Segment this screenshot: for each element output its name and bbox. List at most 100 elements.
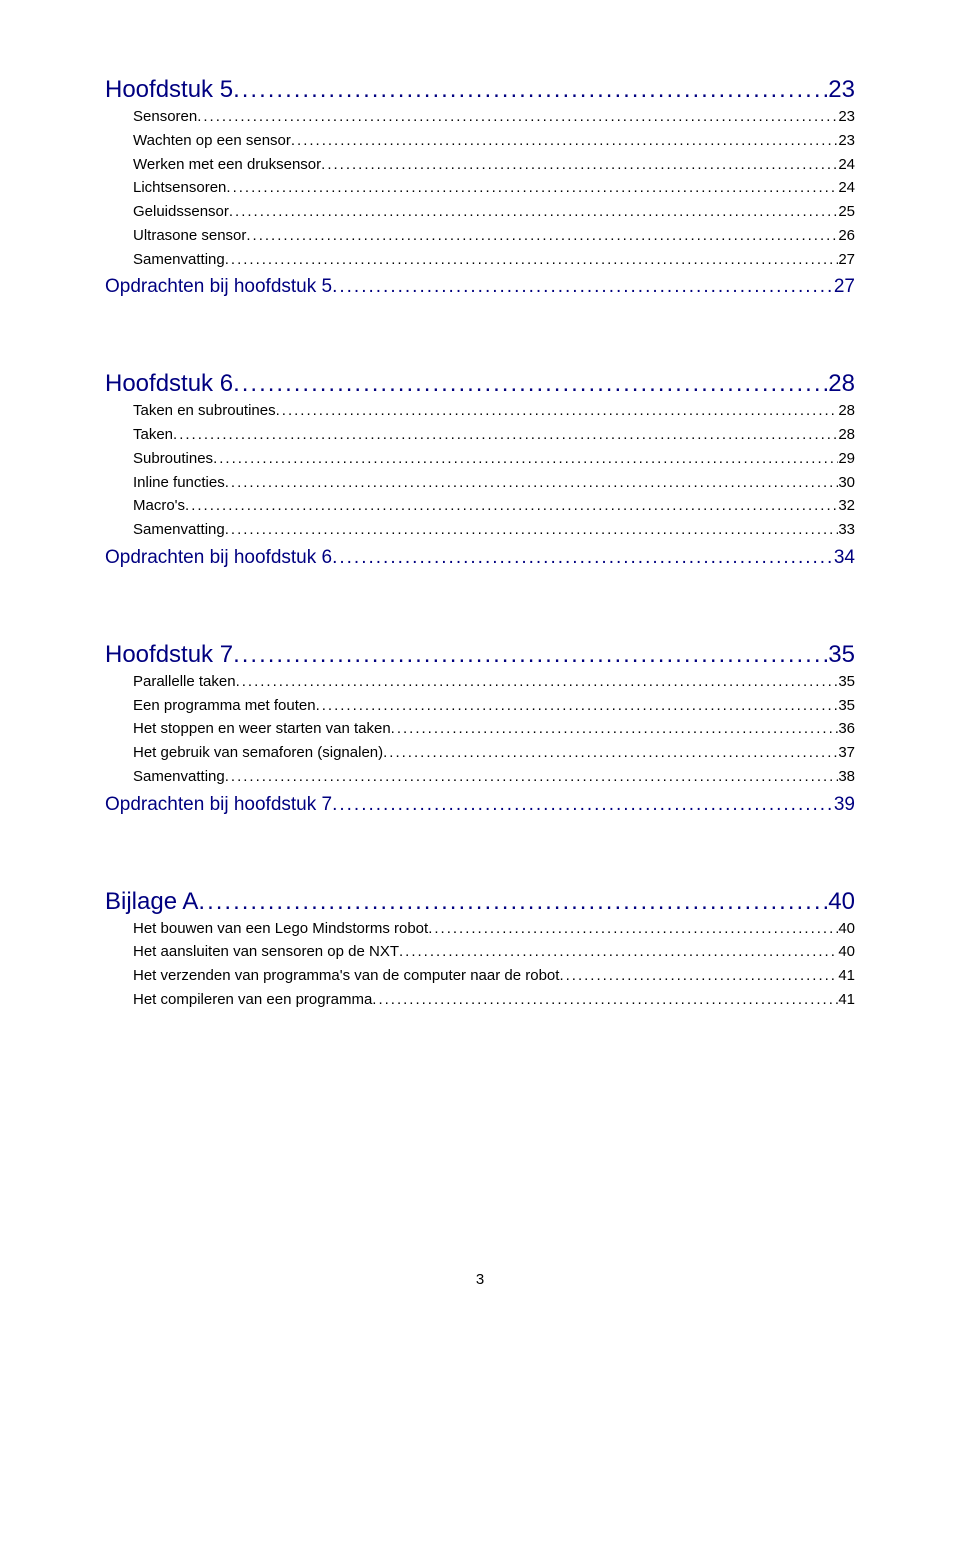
toc-leader bbox=[332, 547, 834, 569]
toc-entry: Taken en subroutines 28 bbox=[133, 400, 855, 422]
section-gap bbox=[105, 820, 855, 862]
toc-entry: Werken met een druksensor24 bbox=[133, 154, 855, 176]
toc-entry: Het stoppen en weer starten van taken36 bbox=[133, 718, 855, 740]
toc-page: 35 bbox=[828, 641, 855, 669]
toc-page: 24 bbox=[838, 177, 855, 199]
toc-entry: Subroutines 29 bbox=[133, 448, 855, 470]
toc-chapter: Opdrachten bij hoofdstuk 7 39 bbox=[105, 794, 855, 816]
toc-page: 32 bbox=[838, 495, 855, 517]
toc-label: Bijlage A bbox=[105, 888, 198, 916]
toc-label: Opdrachten bij hoofdstuk 6 bbox=[105, 547, 332, 569]
toc-label: Hoofdstuk 6 bbox=[105, 370, 233, 398]
toc-entry: Het aansluiten van sensoren op de NXT40 bbox=[133, 941, 855, 963]
toc-leader bbox=[197, 106, 838, 128]
toc-leader bbox=[236, 671, 839, 693]
toc-entry: Het gebruik van semaforen (signalen)37 bbox=[133, 742, 855, 764]
toc-page: 40 bbox=[828, 888, 855, 916]
toc-page: 34 bbox=[834, 547, 855, 569]
section-gap bbox=[105, 573, 855, 615]
page-number: 3 bbox=[476, 1271, 484, 1288]
toc-label: Taken en subroutines bbox=[133, 400, 276, 422]
toc-page: 25 bbox=[838, 201, 855, 223]
toc-leader bbox=[233, 76, 828, 104]
toc-page: 40 bbox=[838, 918, 855, 940]
toc-label: Samenvatting bbox=[133, 249, 225, 271]
toc-leader bbox=[226, 177, 838, 199]
toc-page: 33 bbox=[838, 519, 855, 541]
toc-entry: Lichtsensoren24 bbox=[133, 177, 855, 199]
toc-label: Het gebruik van semaforen (signalen) bbox=[133, 742, 383, 764]
toc-label: Geluidssensor bbox=[133, 201, 229, 223]
toc-label: Werken met een druksensor bbox=[133, 154, 321, 176]
toc-entry: Het bouwen van een Lego Mindstorms robot… bbox=[133, 918, 855, 940]
toc-page: 35 bbox=[838, 695, 855, 717]
page-footer: 3 bbox=[105, 1271, 855, 1288]
toc-leader bbox=[225, 249, 839, 271]
toc-leader bbox=[559, 965, 838, 987]
toc-page: 28 bbox=[838, 400, 855, 422]
toc-entry: Het verzenden van programma's van de com… bbox=[133, 965, 855, 987]
toc-label: Het bouwen van een Lego Mindstorms robot bbox=[133, 918, 428, 940]
toc-entry: Samenvatting38 bbox=[133, 766, 855, 788]
toc-chapter: Opdrachten bij hoofdstuk 6 34 bbox=[105, 547, 855, 569]
toc-page: 30 bbox=[838, 472, 855, 494]
toc-entry: Wachten op een sensor 23 bbox=[133, 130, 855, 152]
toc-leader bbox=[391, 718, 839, 740]
toc-leader bbox=[173, 424, 838, 446]
toc-leader bbox=[316, 695, 839, 717]
toc-page: 27 bbox=[838, 249, 855, 271]
toc-leader bbox=[225, 766, 839, 788]
toc-chapter: Hoofdstuk 628 bbox=[105, 370, 855, 398]
toc-chapter: Opdrachten bij hoofdstuk 527 bbox=[105, 276, 855, 298]
toc-leader bbox=[321, 154, 838, 176]
toc-page: 23 bbox=[828, 76, 855, 104]
toc-entry: Inline functies 30 bbox=[133, 472, 855, 494]
toc-leader bbox=[383, 742, 838, 764]
toc-label: Een programma met fouten bbox=[133, 695, 316, 717]
toc-entry: Ultrasone sensor26 bbox=[133, 225, 855, 247]
toc-page: 23 bbox=[838, 130, 855, 152]
toc-label: Samenvatting bbox=[133, 519, 225, 541]
toc-label: Het compileren van een programma bbox=[133, 989, 372, 1011]
toc-label: Parallelle taken bbox=[133, 671, 236, 693]
toc-label: Het aansluiten van sensoren op de NXT bbox=[133, 941, 399, 963]
toc-page: 39 bbox=[834, 794, 855, 816]
toc-label: Wachten op een sensor bbox=[133, 130, 291, 152]
toc-entry: Samenvatting 27 bbox=[133, 249, 855, 271]
toc-page: 41 bbox=[838, 989, 855, 1011]
toc-label: Hoofdstuk 5 bbox=[105, 76, 233, 104]
toc-chapter: Hoofdstuk 5 23 bbox=[105, 76, 855, 104]
toc-entry: Samenvatting 33 bbox=[133, 519, 855, 541]
toc-leader bbox=[233, 641, 828, 669]
toc-page: 23 bbox=[838, 106, 855, 128]
toc-chapter: Hoofdstuk 735 bbox=[105, 641, 855, 669]
toc-leader bbox=[291, 130, 838, 152]
toc-leader bbox=[198, 888, 828, 916]
toc-entry: Taken28 bbox=[133, 424, 855, 446]
toc-leader bbox=[233, 370, 828, 398]
toc-label: Sensoren bbox=[133, 106, 197, 128]
toc-leader bbox=[225, 472, 839, 494]
toc-entry: Macro's 32 bbox=[133, 495, 855, 517]
toc-page: 35 bbox=[838, 671, 855, 693]
toc-entry: Sensoren 23 bbox=[133, 106, 855, 128]
toc-leader bbox=[399, 941, 838, 963]
toc-entry: Parallelle taken 35 bbox=[133, 671, 855, 693]
table-of-contents: Hoofdstuk 523Sensoren23Wachten op een se… bbox=[105, 76, 855, 1011]
toc-label: Macro's bbox=[133, 495, 185, 517]
toc-page: 38 bbox=[838, 766, 855, 788]
toc-chapter: Bijlage A 40 bbox=[105, 888, 855, 916]
toc-page: 41 bbox=[838, 965, 855, 987]
toc-label: Inline functies bbox=[133, 472, 225, 494]
toc-label: Subroutines bbox=[133, 448, 213, 470]
toc-leader bbox=[246, 225, 838, 247]
toc-label: Opdrachten bij hoofdstuk 7 bbox=[105, 794, 332, 816]
toc-page: 27 bbox=[834, 276, 855, 298]
toc-page: 29 bbox=[838, 448, 855, 470]
toc-entry: Een programma met fouten 35 bbox=[133, 695, 855, 717]
toc-leader bbox=[332, 794, 834, 816]
toc-leader bbox=[372, 989, 838, 1011]
toc-entry: Geluidssensor 25 bbox=[133, 201, 855, 223]
toc-page: 36 bbox=[838, 718, 855, 740]
toc-entry: Het compileren van een programma 41 bbox=[133, 989, 855, 1011]
